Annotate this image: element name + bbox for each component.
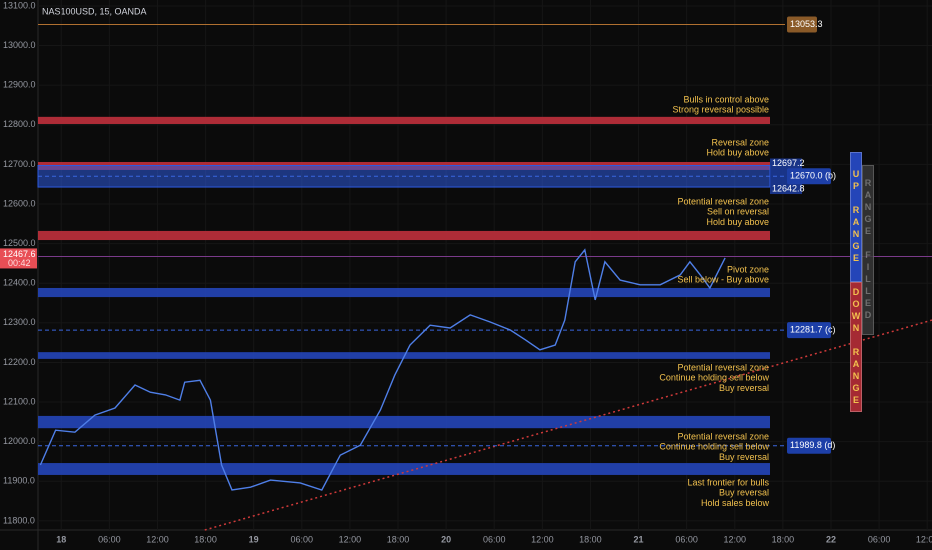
x-tick-label: 06:00 — [291, 534, 314, 544]
level-label: 12281.7 (c) — [790, 324, 836, 334]
level-tag — [787, 437, 831, 454]
x-tick-label: 12:00 — [339, 534, 362, 544]
x-tick-label: 12:00 — [531, 534, 554, 544]
price-line — [39, 248, 726, 491]
chart-title: NAS100USD, 15, OANDA — [42, 6, 147, 16]
y-tick-label: 12500.0 — [3, 238, 36, 248]
zone-note: Continue holding sell below — [659, 442, 769, 452]
x-tick-label: 19 — [249, 534, 259, 544]
x-tick-label: 18:00 — [772, 534, 795, 544]
zone-note: Hold sales below — [701, 498, 770, 508]
y-tick-label: 12100.0 — [3, 396, 36, 406]
x-tick-label: 18 — [56, 534, 66, 544]
x-tick-label: 06:00 — [675, 534, 698, 544]
x-tick-label: 06:00 — [98, 534, 121, 544]
zone-note: Reversal zone — [711, 137, 769, 147]
zone-note: Buy reversal — [719, 488, 769, 498]
y-tick-label: 11800.0 — [3, 515, 35, 525]
x-tick-label: 12:00 — [916, 534, 932, 544]
zone — [38, 415, 770, 429]
zone-note: Hold buy above — [706, 217, 769, 227]
level-label: 12670.0 (b) — [790, 171, 836, 181]
zone — [38, 463, 770, 475]
box-top-label: 12697.2 — [772, 158, 805, 168]
y-tick-label: 13100.0 — [3, 0, 36, 10]
level-label: 13053.3 — [790, 19, 823, 29]
x-tick-label: 18:00 — [387, 534, 410, 544]
y-tick-label: 11900.0 — [3, 476, 35, 486]
zone-note: Pivot zone — [727, 264, 769, 274]
zone-note: Buy reversal — [719, 452, 769, 462]
x-tick-label: 12:00 — [723, 534, 746, 544]
y-tick-label: 13000.0 — [3, 40, 36, 50]
zone-note: Potential reversal zone — [677, 362, 769, 372]
range-indicator: RANGE FILLED — [862, 165, 874, 335]
x-tick-label: 18:00 — [579, 534, 602, 544]
x-tick-label: 06:00 — [483, 534, 506, 544]
range-indicator: DOWN RANGE — [850, 282, 862, 412]
zone-note: Buy reversal — [719, 383, 769, 393]
box-bottom-label: 12642.8 — [772, 183, 805, 193]
current-price-tag — [0, 248, 37, 269]
level-label: 11989.8 (d) — [790, 440, 835, 450]
zone-note: Bulls in control above — [683, 94, 769, 104]
x-tick-label: 20 — [441, 534, 451, 544]
zone-note: Sell on reversal — [707, 207, 769, 217]
range-indicator: UP RANGE — [850, 152, 862, 282]
zone-note: Potential reversal zone — [677, 431, 769, 441]
y-tick-label: 12800.0 — [3, 119, 36, 129]
x-tick-label: 12:00 — [146, 534, 169, 544]
countdown-label: 00:42 — [8, 258, 31, 268]
zone — [38, 230, 770, 241]
x-tick-label: 06:00 — [868, 534, 891, 544]
current-price-label: 12467.6 — [3, 249, 36, 259]
zone-note: Potential reversal zone — [677, 196, 769, 206]
zone — [38, 116, 770, 124]
y-tick-label: 12700.0 — [3, 159, 36, 169]
y-tick-label: 12000.0 — [3, 436, 36, 446]
zone-note: Last frontier for bulls — [687, 477, 769, 487]
y-tick-label: 12300.0 — [3, 317, 36, 327]
x-tick-label: 18:00 — [194, 534, 217, 544]
zone-note: Hold buy above — [706, 148, 769, 158]
zone-note: Continue holding sell below — [659, 373, 769, 383]
y-tick-label: 12600.0 — [3, 198, 36, 208]
level-tag — [787, 322, 831, 339]
level-tag — [787, 168, 831, 185]
x-tick-label: 21 — [634, 534, 644, 544]
y-tick-label: 12900.0 — [3, 80, 36, 90]
trendline — [204, 319, 932, 531]
level-tag — [787, 16, 817, 33]
x-tick-label: 22 — [826, 534, 836, 544]
zone-note: Strong reversal possible — [672, 105, 769, 115]
y-tick-label: 12400.0 — [3, 278, 36, 288]
zone-note: Sell below - Buy above — [677, 275, 769, 285]
zone — [38, 287, 770, 298]
y-tick-label: 12200.0 — [3, 357, 36, 367]
